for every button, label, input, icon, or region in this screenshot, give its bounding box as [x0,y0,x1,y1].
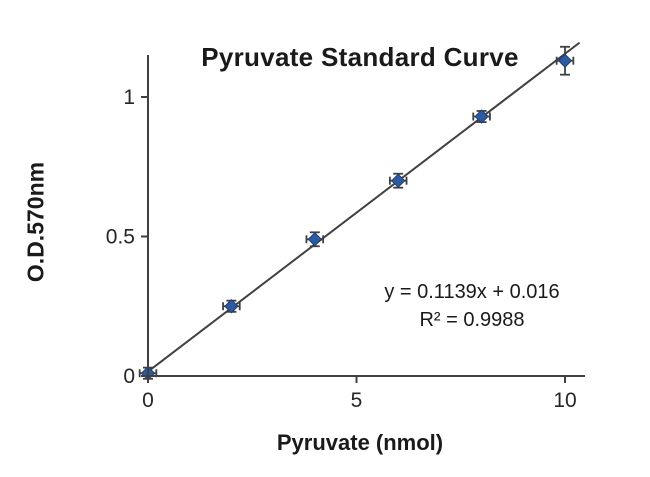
y-axis-label: O.D.570nm [22,161,49,283]
data-point [474,109,489,124]
y-tick-label: 1 [123,86,135,109]
data-point [307,232,323,247]
chart-title: Pyruvate Standard Curve [201,42,519,72]
trendline [147,41,581,373]
data-point [390,173,406,188]
x-tick-label: 5 [351,389,363,412]
data-point [557,53,573,68]
y-tick-label: 0.5 [106,226,135,249]
r-squared-label: R² = 0.9988 [419,309,525,331]
axes [147,55,585,377]
x-tick-label: 0 [142,389,154,412]
trendline-equation: y = 0.1139x + 0.016 [384,281,560,303]
tick-labels: 0 5 10 0 0.5 1 [106,86,577,412]
y-tick-label: 0 [123,365,135,388]
data-point [224,299,239,314]
x-tick-label: 10 [553,389,576,412]
x-axis-label: Pyruvate (nmol) [276,430,444,455]
data-points [140,53,573,381]
